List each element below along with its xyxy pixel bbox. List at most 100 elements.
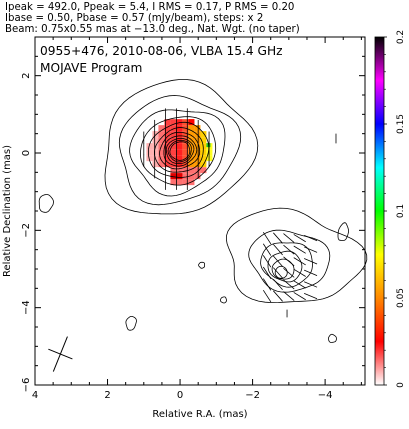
y-tick-label: 2 <box>21 72 32 78</box>
x-tick-label: 0 <box>177 390 183 401</box>
pol-pixel <box>182 179 189 186</box>
pol-vector-jet <box>293 257 306 266</box>
pol-pixel <box>164 125 171 132</box>
pol-pixel <box>176 131 183 138</box>
pol-pixel <box>188 131 195 138</box>
y-tick-label: −2 <box>21 223 32 238</box>
pol-pixel <box>158 161 165 168</box>
colorbar: 0 0.05 0.1 0.15 0.2 <box>374 30 406 388</box>
contour-noise <box>328 333 337 343</box>
pol-pixel <box>176 149 183 156</box>
pol-pixel <box>164 131 171 138</box>
contour-jet <box>225 207 368 304</box>
pol-vector-jet <box>273 232 283 244</box>
pol-pixel <box>164 149 171 156</box>
pol-pixel <box>182 173 189 180</box>
pol-pixel <box>164 161 171 168</box>
pol-pixel <box>194 131 201 138</box>
pol-vector-jet <box>262 266 272 279</box>
contour-noise <box>337 222 349 242</box>
pol-pixel <box>152 137 159 144</box>
contour-noise <box>125 316 137 331</box>
x-tick-labels: 4 2 0 −2 −4 <box>32 390 333 401</box>
pol-pixel <box>194 137 201 144</box>
pol-pixel <box>170 149 177 156</box>
contour-noise <box>38 194 54 213</box>
intensity-contours <box>38 79 368 343</box>
colorbar-tick-label: 0.05 <box>396 288 406 308</box>
pol-pixel <box>158 155 165 162</box>
pol-vector-jet <box>293 292 306 301</box>
pol-pixel <box>200 131 207 138</box>
pol-vector-jet <box>262 243 272 256</box>
pol-vector-jet <box>283 256 295 267</box>
contour-jet <box>260 242 313 288</box>
pol-pixel <box>170 167 177 174</box>
x-tick-label: 4 <box>32 390 38 401</box>
pol-pixel <box>194 167 201 174</box>
pol-pixel <box>200 155 207 162</box>
pol-pixel <box>188 149 195 156</box>
contour-noise <box>219 296 227 304</box>
y-tick-labels: 2 0 −2 −4 −6 <box>21 72 32 392</box>
contour-core <box>159 131 201 170</box>
header-line-1: Ipeak = 492.0, Ppeak = 5.4, I RMS = 0.17… <box>5 2 294 13</box>
plot-area: 0955+476, 2010-08-06, VLBA 15.4 GHz MOJA… <box>34 36 368 386</box>
pol-pixel <box>152 149 159 156</box>
pol-vector-jet <box>304 269 318 276</box>
contour-core <box>163 135 198 167</box>
pol-vector-jet <box>304 246 318 253</box>
header-line-2: Ibase = 0.50, Pbase = 0.57 (mJy/beam), s… <box>5 13 263 24</box>
pol-vector-jet <box>304 292 318 300</box>
pol-vector-jet <box>304 258 318 265</box>
pol-pixel <box>158 131 165 138</box>
pol-pixel <box>170 143 177 150</box>
pol-pixel <box>176 143 183 150</box>
pol-pixel <box>182 149 189 156</box>
pol-pixel <box>158 125 165 132</box>
pol-pixel <box>176 161 183 168</box>
pol-vector-jet <box>273 255 283 267</box>
contour-core <box>104 79 259 215</box>
contour-core <box>167 139 192 163</box>
pol-pixel <box>152 161 159 168</box>
pol-pixel <box>176 125 183 132</box>
pol-vector-jet <box>283 279 295 290</box>
pol-vector-jet <box>273 290 283 302</box>
pol-pixel <box>194 143 201 150</box>
contour-jet <box>248 229 331 293</box>
pol-vector-jet <box>293 245 306 254</box>
pol-vector-jet <box>262 278 272 291</box>
pol-pixel <box>182 167 189 174</box>
pol-pixel <box>200 167 207 174</box>
pol-vector-jet <box>293 234 306 243</box>
pol-pixel <box>170 125 177 132</box>
colorbar-tick-label: 0.1 <box>396 204 406 218</box>
beam-minor-axis <box>48 348 73 360</box>
contour-core <box>165 137 195 164</box>
pol-vector-jet <box>304 234 318 242</box>
pol-vector-jet <box>262 231 272 245</box>
colorbar-tick-label: 0.2 <box>396 30 406 44</box>
x-tick-label: 2 <box>104 390 110 401</box>
y-axis-label: Relative Declination (mas) <box>2 145 13 277</box>
pol-pixel <box>176 167 183 174</box>
pol-vector-jet <box>283 244 295 255</box>
pol-pixel <box>152 131 159 138</box>
pol-pixel <box>194 149 201 156</box>
x-tick-label: −4 <box>318 390 333 401</box>
pol-vector-jet <box>273 267 283 279</box>
pol-pixel <box>164 119 171 126</box>
colorbar-ticks: 0 0.05 0.1 0.15 0.2 <box>384 30 406 388</box>
pol-pixel <box>188 167 195 174</box>
contour-jet <box>274 265 288 279</box>
pol-vector-jet <box>293 280 306 289</box>
pol-pixel <box>188 143 195 150</box>
contour-jet <box>267 250 303 283</box>
pol-vector-jet <box>283 291 295 301</box>
polarization-vectors <box>143 108 318 303</box>
pol-pixel <box>194 125 201 132</box>
pol-pixel <box>182 131 189 138</box>
pol-pixel <box>158 137 165 144</box>
